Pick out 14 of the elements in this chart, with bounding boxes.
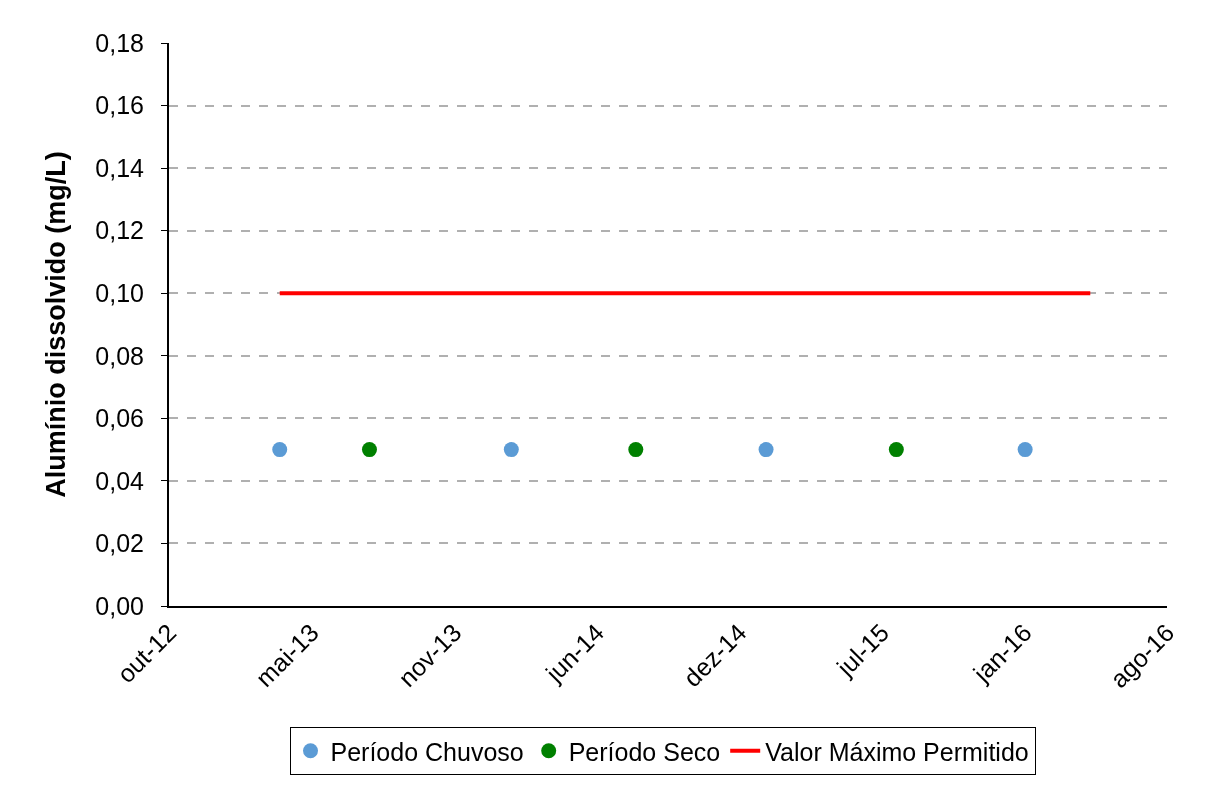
y-tick-label: 0,10 <box>95 278 144 307</box>
legend-label: Valor Máximo Permitido <box>765 737 1029 766</box>
y-axis-title: Alumínio dissolvido (mg/L) <box>40 151 71 498</box>
y-tick-label: 0,00 <box>95 591 144 620</box>
y-tick-label: 0,02 <box>95 529 144 558</box>
y-tick-label: 0,06 <box>95 404 144 433</box>
y-tick-label: 0,18 <box>95 28 144 57</box>
y-tick-label: 0,12 <box>95 216 144 245</box>
y-tick-label: 0,08 <box>95 341 144 370</box>
legend-label: Período Seco <box>568 737 721 766</box>
y-tick-label: 0,04 <box>95 466 145 495</box>
y-tick-label: 0,16 <box>95 91 144 120</box>
legend-label: Período Chuvoso <box>330 737 524 766</box>
y-tick-label: 0,14 <box>95 153 145 182</box>
